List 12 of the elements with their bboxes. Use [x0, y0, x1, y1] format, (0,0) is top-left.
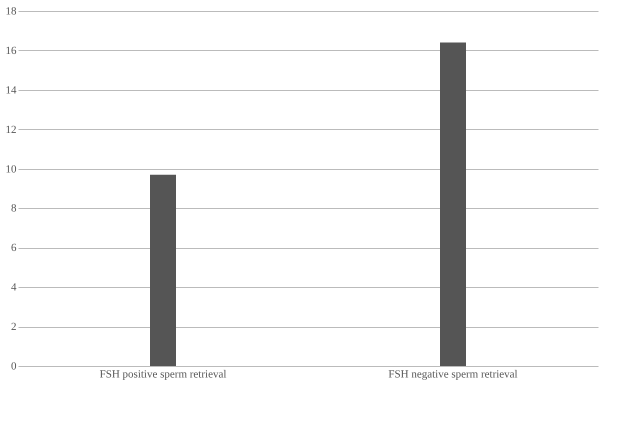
x-tick-label: FSH positive sperm retrieval [100, 368, 226, 380]
y-tick-label: 10 [6, 163, 17, 176]
y-tick-label: 0 [11, 360, 17, 372]
y-tick-label: 8 [11, 202, 17, 215]
y-tick-label: 2 [11, 321, 16, 334]
y-tick-label: 6 [11, 242, 17, 254]
y-tick-label: 18 [6, 6, 17, 18]
y-tick-label: 14 [6, 84, 17, 96]
y-tick-label: 16 [6, 44, 17, 57]
y-tick-label: 4 [11, 282, 17, 294]
y-tick-label: 12 [6, 124, 16, 136]
x-tick-label: FSH negative sperm retrieval [388, 368, 518, 380]
